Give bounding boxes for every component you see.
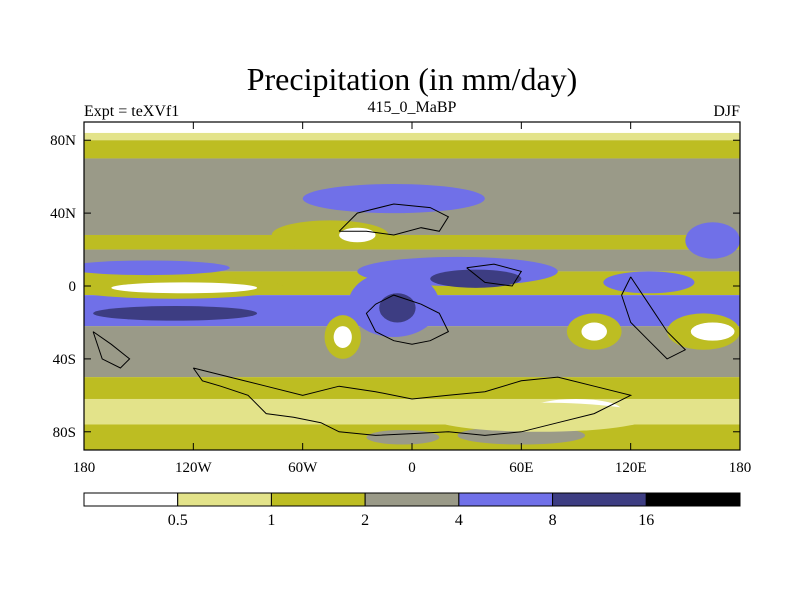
coastline-0: [192, 367, 633, 436]
colorbar-label-2: 2: [361, 512, 369, 529]
y-tick-label-1: 40N: [50, 206, 76, 222]
colorbar-box-6: [645, 492, 741, 507]
x-tick-label-6: 180: [729, 460, 752, 476]
y-tick-label-4: 80S: [53, 425, 76, 441]
coastline-1: [365, 294, 450, 345]
colorbar-label-3: 4: [455, 512, 463, 529]
subtitle-left: Expt = teXVf1: [84, 103, 179, 120]
y-tick-label-3: 40S: [53, 352, 76, 368]
subtitle-right: DJF: [713, 103, 740, 120]
precip-patch-2: [339, 227, 376, 243]
precip-patch-8: [430, 269, 522, 288]
colorbar-label-0: 0.5: [168, 512, 188, 529]
precip-band-4: [84, 234, 740, 250]
x-tick-label-1: 120W: [175, 460, 213, 476]
colorbar-box-3: [364, 492, 460, 507]
x-axis: 180 120W 60W 0 60E 120E 180: [73, 122, 752, 476]
precip-patch-0: [302, 183, 485, 214]
precip-patch-17: [603, 271, 695, 294]
y-tick-label-2: 0: [69, 279, 77, 295]
precip-patch-5: [111, 282, 258, 294]
colorbar-box-0: [83, 492, 179, 507]
colorbar-box-1: [177, 492, 272, 507]
precip-patch-16: [690, 322, 735, 341]
colorbar-box-2: [270, 492, 366, 507]
precip-band-9: [84, 377, 740, 399]
y-axis: 80N 40N 0 40S 80S: [50, 133, 740, 441]
precip-patch-18: [685, 222, 740, 259]
x-tick-label-4: 60E: [509, 460, 533, 476]
x-tick-label-3: 0: [408, 460, 416, 476]
colorbar: 0.5 1 2 4 8 16: [83, 492, 741, 529]
coastline-5: [92, 331, 131, 369]
x-tick-label-0: 180: [73, 460, 96, 476]
coastline-3: [466, 263, 523, 287]
colorbar-box-4: [458, 492, 554, 507]
subtitle-center: 415_0_MaBP: [368, 99, 457, 116]
precip-patch-22: [430, 402, 649, 432]
precip-patch-12: [333, 326, 352, 348]
precip-patch-3: [84, 260, 230, 276]
x-tick-label-5: 120E: [615, 460, 647, 476]
colorbar-label-4: 8: [549, 512, 557, 529]
coastline-2: [338, 203, 450, 236]
chart-title: Precipitation (in mm/day): [247, 61, 578, 97]
precip-band-1: [84, 132, 740, 141]
precip-patch-14: [581, 322, 607, 341]
colorbar-label-5: 16: [638, 512, 654, 529]
coastline-4: [621, 276, 687, 360]
colorbar-label-1: 1: [267, 512, 275, 529]
precipitation-field: [84, 122, 740, 450]
precip-patch-10: [379, 293, 416, 323]
colorbar-box-5: [552, 492, 647, 507]
y-tick-label-0: 80N: [50, 133, 76, 149]
continent-outlines: [92, 203, 687, 436]
precip-patch-20: [366, 429, 440, 445]
precip-patch-6: [93, 306, 258, 321]
x-tick-label-2: 60W: [288, 460, 318, 476]
precip-band-2: [84, 140, 740, 159]
precip-patch-1: [271, 220, 389, 250]
